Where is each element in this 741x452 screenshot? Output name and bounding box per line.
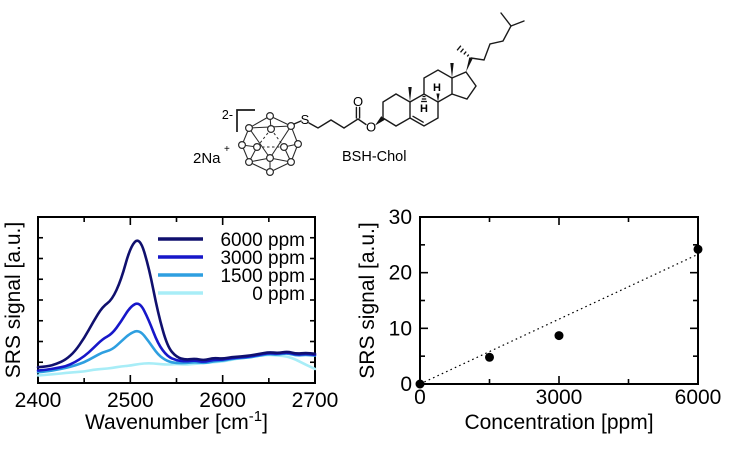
legend-label-0-ppm: 0 ppm [252,284,305,305]
x-tick-label: 2500 [107,389,154,412]
x-axis-title: Concentration [ppm] [464,411,653,434]
concentration-scatter-chart: 0 3000 6000 0 10 20 30 Concentration [ppm] SRS s… [356,206,722,434]
counterion-charge: + [224,144,230,155]
x-tick-label: 2700 [292,389,339,412]
plot-frame [419,216,699,385]
h-label-c9: H [420,103,428,115]
x-tick-label: 3000 [536,386,583,409]
molecule-structure: 2- 2Na + [193,12,525,177]
charge-label: 2- [222,108,233,122]
x-tick-label: 2600 [199,389,246,412]
c20-wedge-bond [466,57,473,72]
series-line-3000-ppm [36,302,317,372]
c3-wedge-bond [375,116,385,126]
y-tick-label: 10 [389,317,412,340]
y-tick-label: 0 [400,373,412,396]
data-point [693,244,703,254]
data-point [485,352,494,362]
x-tick-label: 2400 [15,389,62,412]
legend-label-3000-ppm: 3000 ppm [220,248,305,269]
counterion-label: 2Na [193,150,221,167]
c18-methyl-wedge [450,63,454,78]
legend-label-6000-ppm: 6000 ppm [220,230,305,251]
carbonyl-oxygen-label: O [353,94,363,109]
boron-atoms [238,111,303,177]
fit-line [419,253,699,385]
y-tick-label: 30 [389,206,412,229]
y-tick-label: 20 [389,262,412,285]
data-point [415,379,425,389]
charge-bracket [236,109,255,132]
cholesterol-skeleton: H H [382,12,525,127]
x-axis-title: Wavenumber [cm-1] [85,408,268,434]
boron-cage [238,111,303,177]
c19-methyl-wedge [408,87,412,102]
c8-h-wedge [436,93,440,102]
sulfur-label: S [301,112,310,127]
y-axis-title: SRS signal [a.u.] [356,222,379,378]
data-point [554,331,564,341]
y-axis-title: SRS signal [a.u.] [2,222,25,378]
x-tick-label: 0 [414,386,426,409]
series-line-6000-ppm [36,239,317,369]
molecule-name-label: BSH-Chol [342,149,406,165]
legend-label-1500-ppm: 1500 ppm [220,266,305,287]
h-label-c8: H [433,82,441,94]
linker-chain: S O O [293,94,385,135]
ester-oxygen-label: O [366,120,376,135]
x-tick-label: 6000 [675,386,722,409]
